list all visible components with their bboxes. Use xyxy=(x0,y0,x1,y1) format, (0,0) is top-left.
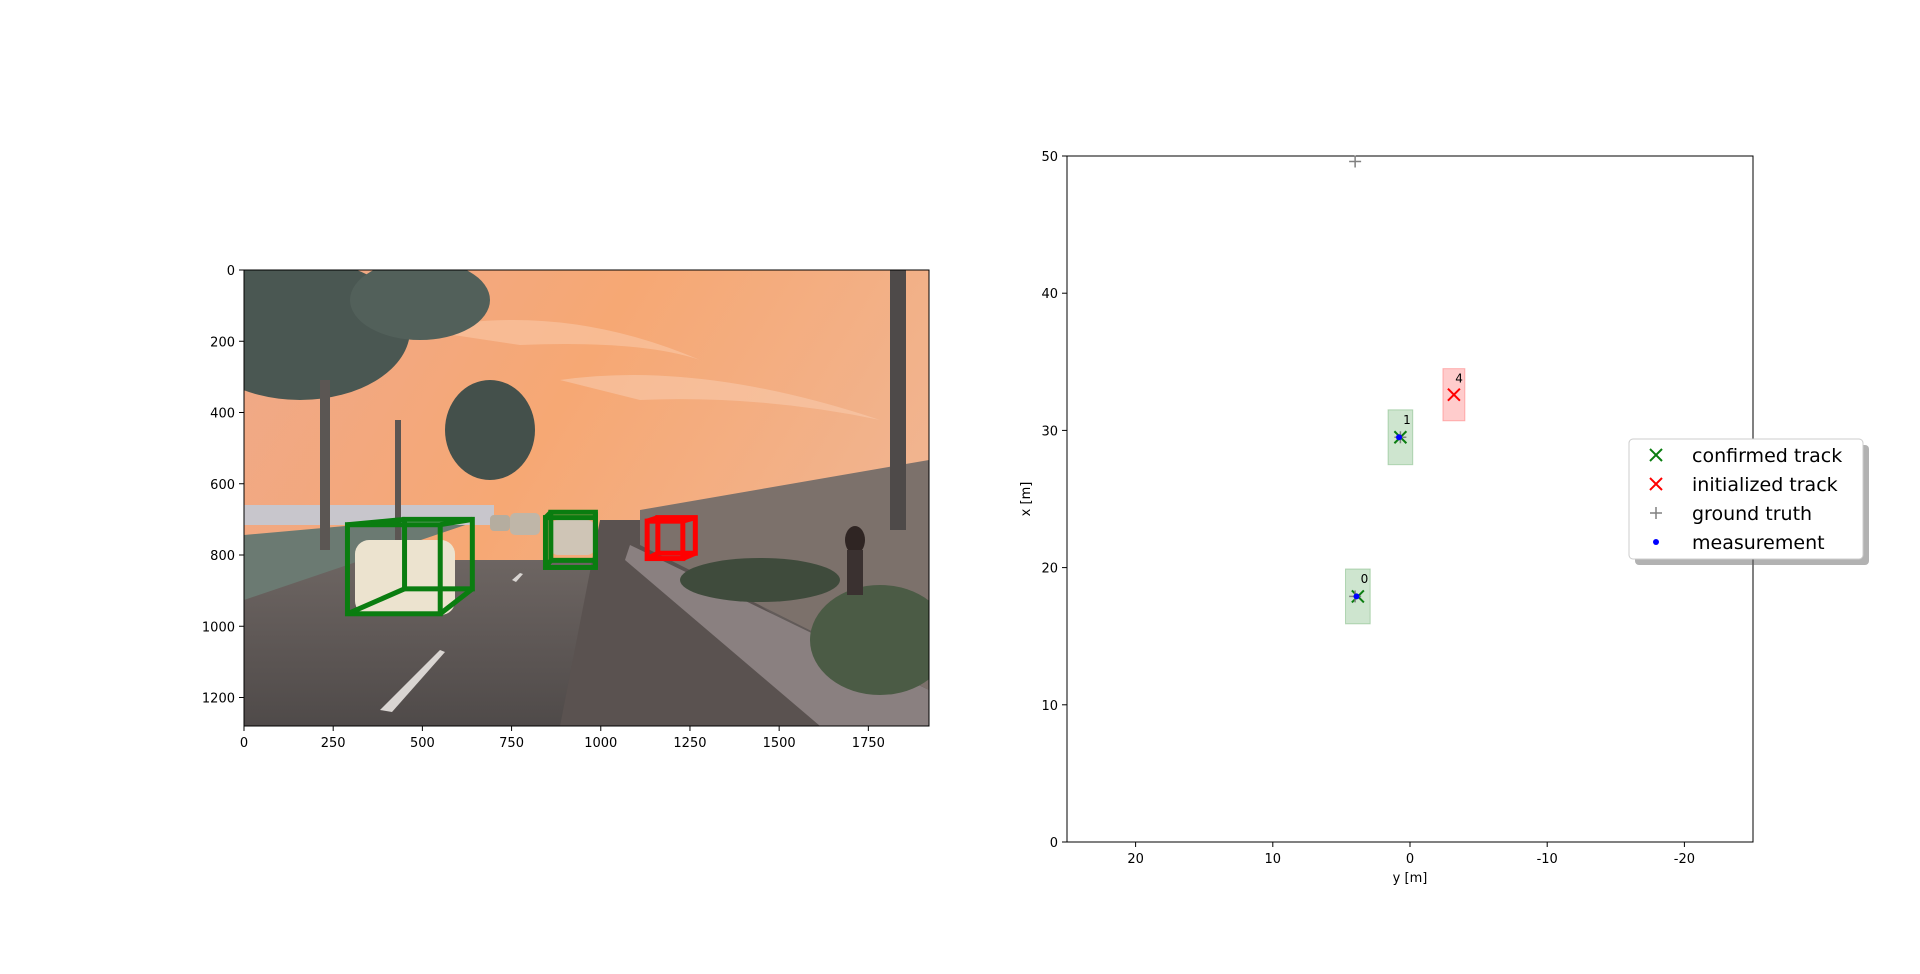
camera-y-ticks: 0 200 400 600 800 1000 1200 xyxy=(202,264,244,707)
camera-y-tick-label: 800 xyxy=(210,549,235,564)
bev-x-tick-label: 0 xyxy=(1406,852,1414,867)
camera-x-tick-label: 0 xyxy=(240,736,248,751)
camera-y-tick-label: 0 xyxy=(227,264,235,279)
track-id-label: 0 xyxy=(1361,572,1369,586)
camera-x-tick-label: 250 xyxy=(321,736,346,751)
camera-x-tick-label: 1500 xyxy=(763,736,796,751)
bev-x-tick-label: -10 xyxy=(1537,852,1558,867)
camera-y-tick-label: 400 xyxy=(210,407,235,422)
camera-x-tick-label: 1250 xyxy=(673,736,706,751)
track-marker-initialized xyxy=(1447,388,1461,402)
measurement-marker xyxy=(1353,593,1360,600)
legend-label: ground truth xyxy=(1692,503,1812,525)
x-axis-label: y [m] xyxy=(1393,871,1428,886)
camera-x-ticks: 0 250 500 750 1000 1250 1500 1750 xyxy=(240,726,885,751)
bev-y-tick-label: 20 xyxy=(1041,562,1058,577)
camera-y-tick-label: 1000 xyxy=(202,620,235,635)
camera-x-tick-label: 500 xyxy=(410,736,435,751)
track-id-label: 1 xyxy=(1403,413,1411,427)
bev-x-ticks: 20 10 0 -10 -20 xyxy=(1127,842,1695,867)
legend-marker-dot xyxy=(1653,539,1659,545)
legend: confirmed track initialized track ground t… xyxy=(1628,438,1869,565)
camera-panel: 0 250 500 750 1000 1250 1500 1750 0 200 400 600 800… xyxy=(202,264,930,751)
camera-image xyxy=(244,270,929,726)
legend-marker-plus xyxy=(1650,507,1662,519)
legend-label: measurement xyxy=(1692,532,1825,554)
ground-truth-marker xyxy=(1349,155,1362,168)
camera-x-tick-label: 1000 xyxy=(584,736,617,751)
track-id-label: 4 xyxy=(1455,372,1463,386)
legend-label: confirmed track xyxy=(1692,445,1842,467)
camera-x-tick-label: 1750 xyxy=(852,736,885,751)
bev-x-tick-label: 10 xyxy=(1265,852,1282,867)
camera-x-tick-label: 750 xyxy=(499,736,524,751)
box-3d-initialized xyxy=(644,515,698,562)
bev-y-ticks: 0 10 20 30 40 50 xyxy=(1041,150,1067,851)
bev-y-tick-label: 50 xyxy=(1041,150,1058,165)
bev-y-tick-label: 0 xyxy=(1050,836,1058,851)
camera-3d-boxes xyxy=(344,509,698,617)
bev-y-tick-label: 10 xyxy=(1041,699,1058,714)
camera-y-tick-label: 200 xyxy=(210,335,235,350)
bev-y-tick-label: 40 xyxy=(1041,287,1058,302)
box-3d-confirmed xyxy=(344,516,475,617)
box-3d-confirmed xyxy=(542,509,598,570)
bev-x-tick-label: 20 xyxy=(1127,852,1144,867)
camera-y-tick-label: 600 xyxy=(210,478,235,493)
y-axis-label: x [m] xyxy=(1019,482,1034,517)
bev-x-tick-label: -20 xyxy=(1674,852,1695,867)
legend-marker-x xyxy=(1649,448,1663,462)
bev-y-tick-label: 30 xyxy=(1041,424,1058,439)
measurement-markers xyxy=(1353,434,1403,600)
legend-marker-x xyxy=(1649,477,1663,491)
legend-label: initialized track xyxy=(1692,474,1838,496)
measurement-marker xyxy=(1396,434,1403,441)
camera-y-tick-label: 1200 xyxy=(202,692,235,707)
